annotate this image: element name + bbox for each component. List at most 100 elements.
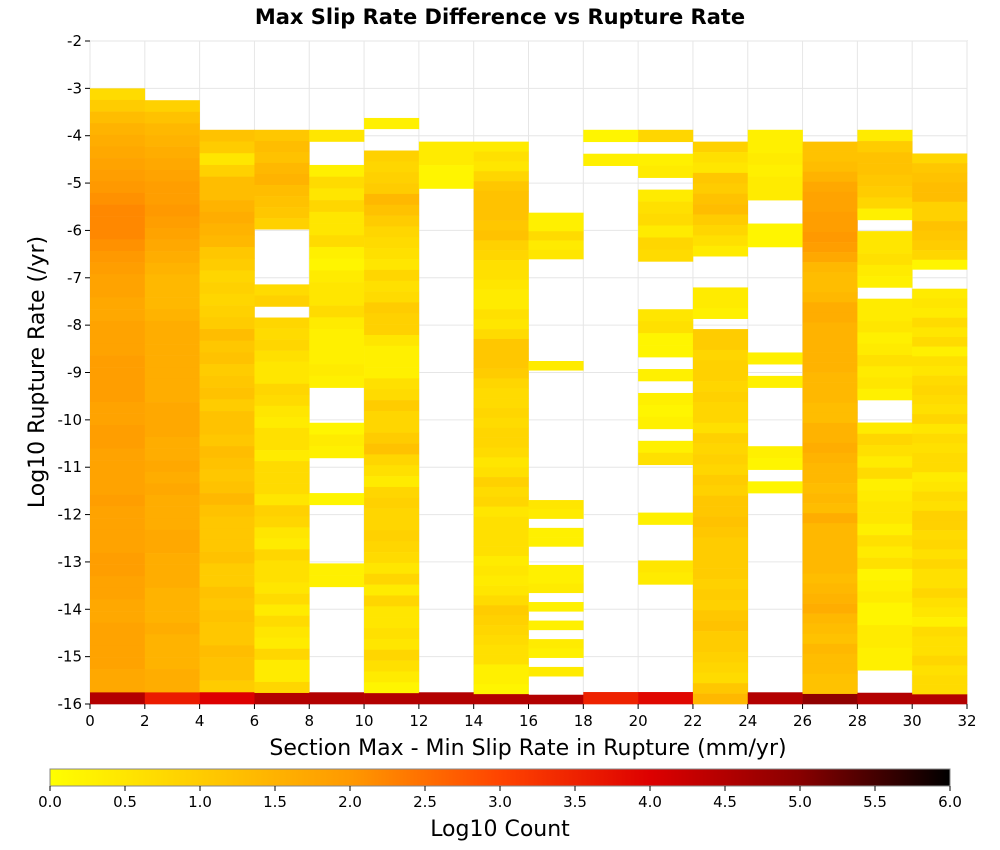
heatmap-cell: [528, 666, 584, 677]
heatmap-cell: [692, 224, 749, 236]
heatmap-cell: [309, 375, 365, 388]
heatmap-cell: [473, 289, 529, 300]
heatmap-cell: [692, 214, 749, 226]
colorbar-tick-label: 5.5: [863, 793, 887, 811]
heatmap-cell: [144, 344, 200, 356]
heatmap-cell: [747, 176, 803, 189]
heatmap-cell: [364, 671, 420, 683]
heatmap-cell: [912, 172, 968, 183]
colorbar-ticks: 0.0 0.5 1.0 1.5 2.0 2.5 3.0 3.5 4.0 4.5 5.0 5.5 6.0: [38, 786, 962, 811]
heatmap-cell: [254, 328, 310, 340]
heatmap-cell: [473, 486, 529, 498]
heatmap-cell: [912, 385, 968, 396]
heatmap-cell: [857, 523, 913, 536]
heatmap-cell: [912, 433, 968, 444]
heatmap-cell: [199, 270, 255, 283]
heatmap-cell: [364, 682, 420, 694]
heatmap-cell: [254, 339, 310, 351]
heatmap-cell: [638, 404, 694, 418]
heatmap-cell: [473, 368, 529, 379]
heatmap-cell: [144, 309, 200, 322]
heatmap-cell: [254, 129, 310, 142]
heatmap-cell: [473, 634, 529, 646]
heatmap-cell: [473, 210, 529, 221]
heatmap-cell: [254, 670, 310, 683]
heatmap-cell: [747, 153, 803, 166]
heatmap-cell: [254, 218, 310, 230]
heatmap-cell: [473, 506, 529, 517]
heatmap-cell: [144, 448, 200, 461]
heatmap-cell: [857, 613, 913, 626]
heatmap-cell: [802, 292, 858, 303]
x-axis-title: Section Max - Min Slip Rate in Rupture (…: [269, 736, 786, 761]
heatmap-cell: [473, 447, 529, 458]
heatmap-cell: [802, 372, 858, 383]
heatmap-cell: [254, 438, 310, 451]
heatmap-cell: [857, 445, 913, 457]
x-tick-label: 2: [140, 712, 150, 730]
heatmap-cell: [90, 494, 146, 507]
colorbar-tick-label: 2.5: [413, 793, 437, 811]
heatmap-cell: [199, 481, 255, 494]
heatmap-cell: [912, 462, 968, 473]
heatmap-cell: [802, 633, 858, 645]
heatmap-cell: [912, 365, 968, 376]
heatmap-cells: [90, 88, 968, 705]
heatmap-cell: [309, 422, 365, 435]
heatmap-cell: [802, 513, 858, 524]
colorbar-tick-label: 4.0: [638, 793, 662, 811]
heatmap-cell: [692, 579, 749, 590]
heatmap-cell: [802, 693, 858, 705]
x-tick-label: 12: [409, 712, 428, 730]
heatmap-cell: [144, 332, 200, 345]
heatmap-cell: [857, 321, 913, 333]
heatmap-cell: [473, 467, 529, 478]
heatmap-cell: [90, 239, 146, 252]
heatmap-cell: [364, 269, 420, 282]
heatmap-cell: [638, 560, 694, 573]
heatmap-cell: [473, 398, 529, 409]
heatmap-cell: [90, 378, 146, 391]
heatmap-cell: [144, 274, 200, 287]
heatmap-cell: [692, 297, 749, 309]
heatmap-cell: [692, 454, 749, 465]
heatmap-cell: [528, 231, 584, 241]
heatmap-cell: [638, 369, 694, 382]
heatmap-cell: [364, 291, 420, 303]
heatmap-cell: [199, 200, 255, 213]
heatmap-cell: [254, 472, 310, 484]
heatmap-cell: [199, 633, 255, 646]
heatmap-cell: [199, 539, 255, 552]
heatmap-cell: [857, 636, 913, 649]
heatmap-cell: [364, 432, 420, 444]
heatmap-cell: [692, 672, 749, 684]
heatmap-cell: [857, 535, 913, 547]
heatmap-cell: [309, 200, 365, 213]
heatmap-cell: [857, 354, 913, 367]
heatmap-cell: [144, 460, 200, 473]
heatmap-cell: [638, 165, 694, 178]
x-axis-ticks: 0 2 4 6 8 10 12 14 16 18 20 22 24 26 28 30 32: [85, 704, 977, 730]
heatmap-cell: [802, 673, 858, 685]
heatmap-cell: [473, 319, 529, 330]
heatmap-cell: [473, 625, 529, 636]
heatmap-cell: [90, 471, 146, 484]
colorbar-tick-label: 5.0: [788, 793, 812, 811]
heatmap-cell: [144, 227, 200, 240]
heatmap-cell: [254, 692, 310, 705]
heatmap-cell: [473, 565, 529, 577]
heatmap-cell: [857, 264, 913, 277]
heatmap-cell: [912, 230, 968, 241]
heatmap-cell: [692, 204, 749, 215]
heatmap-cell: [309, 340, 365, 353]
heatmap-cell: [802, 432, 858, 444]
heatmap-cell: [473, 664, 529, 675]
heatmap-cell: [473, 161, 529, 172]
heatmap-cell: [473, 250, 529, 261]
heatmap-cell: [802, 181, 858, 193]
heatmap-cell: [199, 340, 255, 353]
heatmap-cell: [364, 183, 420, 195]
heatmap-cell: [199, 153, 255, 166]
heatmap-cell: [144, 146, 200, 159]
y-tick-label: -15: [58, 648, 83, 666]
